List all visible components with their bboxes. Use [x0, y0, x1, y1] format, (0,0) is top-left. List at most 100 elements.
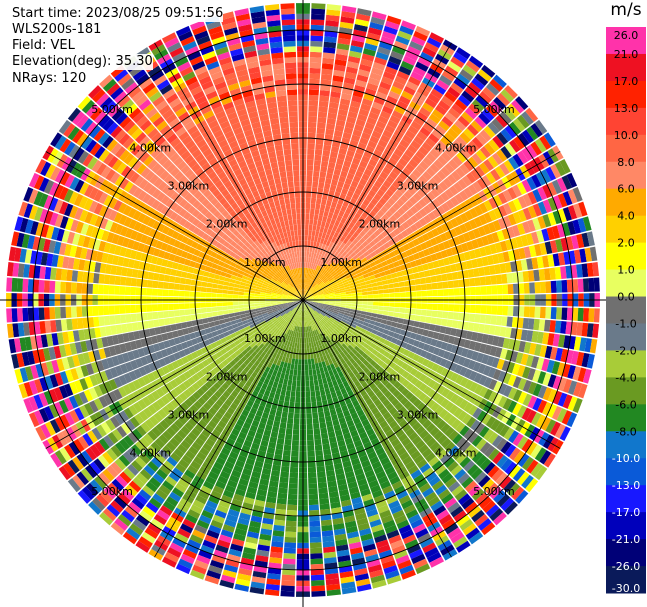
range-gate: [231, 538, 245, 547]
range-gate: [432, 303, 438, 311]
range-gate: [517, 209, 527, 222]
range-gate: [262, 517, 274, 525]
range-gate: [212, 402, 221, 412]
range-gate: [66, 356, 76, 369]
range-gate: [321, 232, 327, 239]
range-gate: [410, 285, 417, 292]
range-gate: [517, 132, 530, 147]
range-gate: [360, 103, 371, 112]
range-gate: [532, 203, 543, 217]
range-gate: [436, 205, 446, 215]
range-gate: [383, 288, 390, 294]
range-gate: [313, 301, 319, 304]
range-gate: [324, 323, 329, 329]
range-gate: [335, 226, 342, 234]
range-gate: [408, 417, 418, 428]
range-gate: [103, 486, 117, 500]
range-gate: [339, 351, 346, 358]
range-gate: [244, 307, 250, 311]
range-gate: [387, 283, 394, 289]
ray: [303, 300, 496, 536]
range-gate: [342, 335, 349, 341]
range-gate: [116, 425, 127, 438]
range-gate: [357, 426, 366, 435]
range-gate: [338, 222, 345, 229]
range-gate: [281, 356, 286, 363]
range-gate: [356, 292, 363, 296]
range-gate: [444, 497, 457, 509]
range-gate: [231, 428, 240, 437]
range-gate: [254, 330, 261, 337]
range-gate: [223, 352, 231, 359]
range-gate: [347, 55, 361, 64]
range-gate: [355, 269, 362, 275]
range-gate: [63, 397, 74, 411]
range-gate: [366, 311, 372, 317]
range-gate: [410, 246, 418, 255]
range-gate: [383, 302, 390, 307]
range-gate: [487, 465, 500, 478]
range-gate: [234, 583, 250, 592]
range-gate: [436, 419, 447, 430]
range-gate: [269, 391, 276, 399]
range-gate: [349, 311, 356, 316]
range-gate: [43, 390, 54, 405]
range-gate: [213, 335, 221, 342]
range-gate: [341, 327, 348, 333]
range-gate: [313, 283, 318, 289]
range-gate: [467, 505, 482, 519]
range-gate: [405, 199, 414, 209]
range-gate: [554, 161, 566, 177]
range-gate: [421, 141, 433, 152]
range-gate: [263, 462, 273, 470]
range-gate: [384, 124, 396, 134]
range-gate: [264, 326, 271, 332]
range-gate: [292, 319, 296, 326]
range-gate: [315, 455, 324, 462]
range-gate: [121, 323, 128, 333]
range-gate: [147, 460, 159, 473]
range-gate: [43, 406, 55, 421]
range-gate: [306, 165, 314, 171]
range-gate: [385, 402, 394, 412]
range-gate: [444, 522, 459, 535]
range-gate: [311, 8, 326, 15]
range-gate: [220, 529, 234, 538]
range-gate: [318, 209, 325, 216]
range-gate: [380, 275, 387, 281]
range-gate: [310, 353, 314, 359]
range-gate: [354, 124, 364, 132]
range-gate: [293, 302, 299, 305]
range-gate: [236, 359, 244, 367]
range-gate: [312, 304, 318, 308]
range-gate: [439, 325, 447, 334]
range-gate: [322, 287, 328, 291]
range-gate: [315, 309, 321, 314]
range-gate: [464, 210, 474, 221]
range-gate: [384, 466, 396, 476]
range-gate: [274, 514, 286, 521]
range-gate: [325, 258, 331, 265]
range-gate: [89, 461, 102, 475]
range-gate: [495, 315, 503, 326]
range-gate: [419, 537, 434, 549]
range-gate: [442, 240, 451, 250]
range-gate: [370, 574, 386, 584]
range-gate: [415, 61, 429, 72]
range-gate: [401, 153, 412, 163]
range-gate: [114, 441, 127, 454]
range-gate: [235, 578, 251, 587]
range-gate: [405, 249, 413, 257]
range-gate: [371, 406, 380, 415]
range-gate: [267, 396, 274, 404]
range-gate: [207, 316, 214, 323]
range-gate: [211, 554, 226, 564]
range-gate: [321, 524, 333, 532]
range-gate: [413, 473, 425, 484]
range-gate: [392, 411, 401, 420]
range-gate: [116, 354, 125, 365]
range-gate: [72, 330, 80, 342]
range-gate: [389, 475, 401, 485]
range-gate: [158, 434, 169, 445]
range-gate: [119, 363, 129, 374]
